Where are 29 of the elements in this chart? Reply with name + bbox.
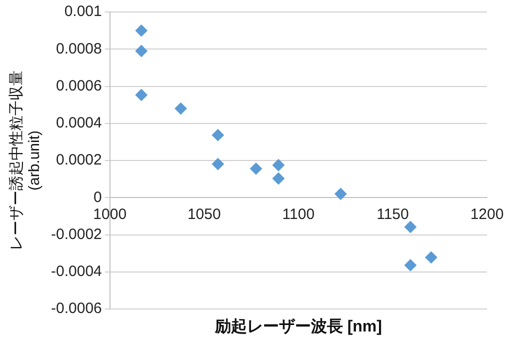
point <box>404 220 416 233</box>
point <box>404 259 416 272</box>
y-tick-label: 0.0002 <box>56 152 102 169</box>
point <box>272 172 284 185</box>
point <box>174 102 187 115</box>
point <box>135 24 148 37</box>
y-tick-label: 0.001 <box>64 3 102 20</box>
point <box>212 158 224 170</box>
x-tick-label: 1050 <box>187 206 221 223</box>
y-axis-title: レーザー誘起中性粒子収量 (arb.unit) <box>8 70 44 250</box>
point <box>250 162 262 175</box>
x-tick-label: 1100 <box>282 206 315 223</box>
x-tick-label: 1000 <box>93 206 127 223</box>
y-tick-label: -0.0004 <box>51 263 102 280</box>
x-axis-title: 励起レーザー波長 [nm] <box>214 317 382 336</box>
y-tick-label: -0.0006 <box>51 300 102 318</box>
point <box>135 44 148 57</box>
y-tick-label: 0.0008 <box>56 40 102 58</box>
y-tick-label: 0.0006 <box>56 77 102 94</box>
x-tick-label: 1150 <box>376 206 409 223</box>
x-tick-label: 1200 <box>470 206 504 223</box>
point <box>135 88 148 101</box>
y-tick-label: 0.0004 <box>56 114 102 132</box>
point <box>425 251 438 264</box>
y-tick-label: -0.0002 <box>51 226 102 243</box>
point <box>272 159 284 172</box>
point <box>212 129 224 142</box>
point <box>334 188 347 200</box>
y-tick-label: 0 <box>94 188 102 206</box>
